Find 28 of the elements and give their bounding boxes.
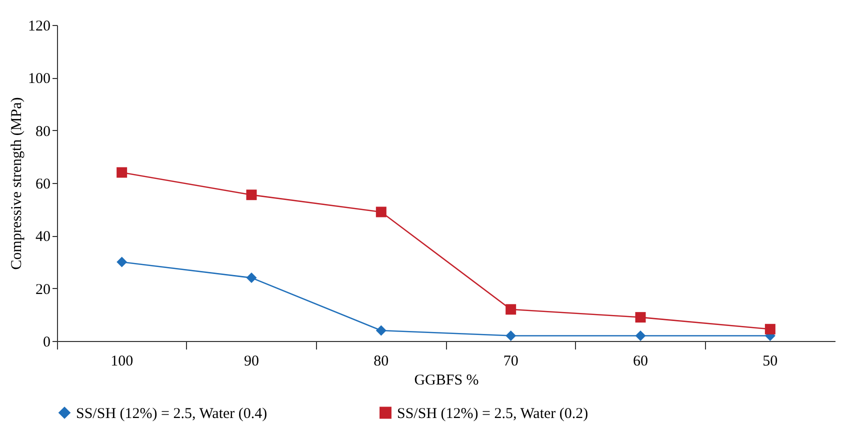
point bbox=[376, 325, 386, 336]
y-tick-label: 40 bbox=[36, 229, 50, 246]
x-tick-label: 100 bbox=[110, 354, 134, 370]
y-tick-label: 100 bbox=[28, 71, 50, 88]
point bbox=[116, 256, 128, 268]
x-tick-label: 90 bbox=[244, 354, 259, 370]
point bbox=[376, 206, 386, 218]
point bbox=[764, 324, 776, 334]
point bbox=[246, 190, 257, 200]
x-tick-label: 70 bbox=[503, 354, 518, 370]
legend-label: SS/SH (12%) = 2.5, Water (0.4) bbox=[76, 406, 268, 422]
point bbox=[506, 304, 516, 315]
point bbox=[506, 330, 516, 341]
x-tick-label: 80 bbox=[374, 354, 389, 370]
y-tick-label: 60 bbox=[36, 176, 50, 192]
y-tick-label: 120 bbox=[28, 18, 50, 34]
point bbox=[116, 167, 128, 178]
y-tick-label: 20 bbox=[36, 282, 50, 298]
legend-label: SS/SH (12%) = 2.5, Water (0.2) bbox=[397, 406, 588, 422]
point bbox=[635, 312, 646, 323]
point bbox=[246, 272, 257, 284]
y-tick-label: 0 bbox=[43, 334, 50, 350]
y-tick-label: 80 bbox=[36, 124, 50, 140]
x-axis-title: GGBFS % bbox=[414, 372, 479, 388]
point bbox=[635, 330, 646, 341]
x-tick-label: 50 bbox=[762, 354, 778, 370]
y-axis-title: Compressive strength (MPa) bbox=[9, 97, 25, 270]
x-tick-label: 60 bbox=[633, 354, 648, 370]
